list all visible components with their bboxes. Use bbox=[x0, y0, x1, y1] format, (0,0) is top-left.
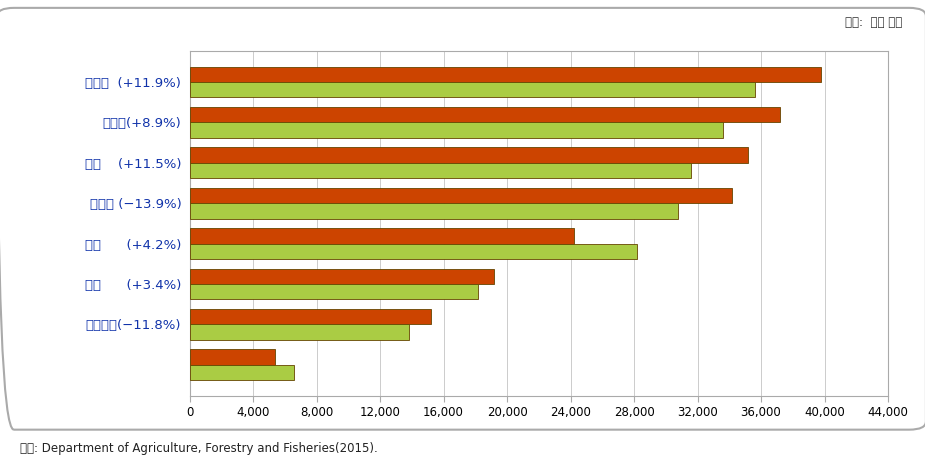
Bar bbox=[190, 244, 637, 259]
Bar bbox=[190, 269, 494, 284]
Bar bbox=[190, 122, 723, 138]
Bar bbox=[190, 203, 678, 219]
Text: 단위:  백만 란드: 단위: 백만 란드 bbox=[845, 16, 902, 29]
Bar bbox=[190, 309, 431, 325]
Bar bbox=[190, 325, 409, 340]
Bar bbox=[190, 188, 733, 203]
Bar bbox=[190, 228, 574, 244]
Bar bbox=[190, 163, 691, 178]
Bar bbox=[190, 365, 294, 380]
Text: 자료: Department of Agriculture, Forestry and Fisheries(2015).: 자료: Department of Agriculture, Forestry … bbox=[20, 442, 378, 455]
Bar bbox=[190, 147, 748, 163]
Bar bbox=[190, 67, 821, 82]
Bar bbox=[190, 284, 478, 300]
Bar bbox=[190, 82, 755, 97]
Bar bbox=[190, 350, 276, 365]
Bar bbox=[190, 107, 780, 122]
